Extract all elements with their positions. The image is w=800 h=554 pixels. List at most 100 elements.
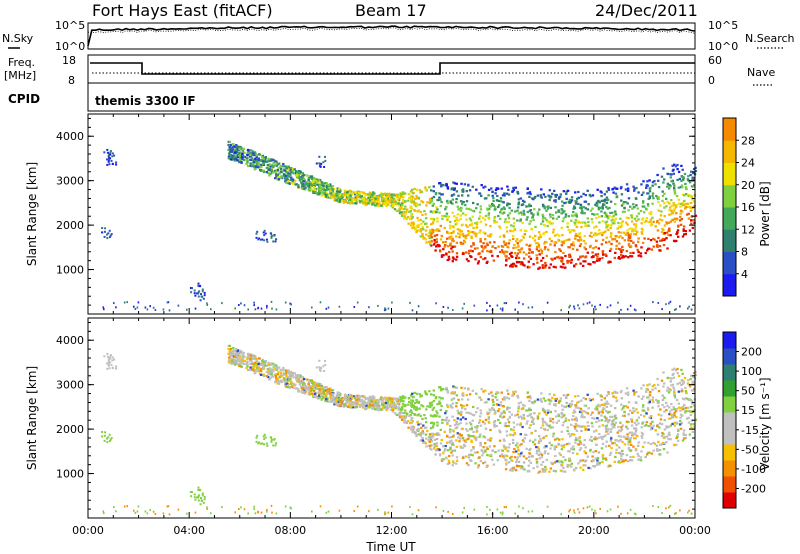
velocity-echo (251, 357, 255, 361)
power-echo (167, 301, 170, 304)
power-echo (374, 197, 377, 200)
velocity-echo (589, 467, 592, 470)
velocity-echo (430, 444, 433, 447)
power-echo (634, 226, 638, 229)
power-echo (505, 221, 508, 224)
velocity-echo (341, 397, 344, 400)
power-echo (104, 227, 107, 230)
velocity-echo (670, 384, 673, 387)
velocity-echo (471, 454, 474, 457)
velocity-echo (283, 369, 286, 372)
power-echo (437, 228, 440, 231)
power-echo (588, 301, 591, 304)
power-colorbar-swatch (723, 162, 736, 186)
power-echo (442, 306, 445, 308)
power-echo (600, 195, 603, 198)
velocity-echo (498, 421, 502, 424)
power-echo (630, 255, 634, 258)
velocity-echo (460, 404, 463, 407)
power-echo (489, 304, 491, 307)
power-echo (572, 207, 575, 210)
velocity-echo (516, 413, 519, 416)
power-colorbar-tick-label: 16 (741, 201, 755, 214)
power-echo (529, 193, 532, 196)
power-ytick-label: 1000 (56, 264, 84, 277)
velocity-echo (428, 436, 431, 439)
power-echo (623, 207, 626, 210)
power-echo (229, 158, 233, 161)
velocity-echo (451, 449, 454, 452)
power-echo (690, 185, 694, 188)
velocity-echo (318, 383, 322, 386)
velocity-echo (379, 408, 383, 411)
velocity-echo (621, 458, 625, 462)
velocity-echo (523, 417, 526, 420)
power-echo (353, 306, 356, 308)
power-echo (545, 241, 548, 244)
power-echo (413, 202, 417, 205)
power-echo (323, 182, 327, 185)
velocity-echo (634, 430, 638, 433)
power-echo (247, 152, 250, 155)
velocity-echo (275, 379, 279, 382)
power-echo (627, 217, 630, 220)
power-echo (296, 170, 299, 173)
velocity-echo (596, 461, 599, 465)
velocity-echo (661, 403, 664, 406)
power-echo (648, 179, 651, 182)
power-echo (631, 230, 634, 233)
velocity-echo (470, 439, 473, 442)
power-echo (327, 188, 330, 191)
power-echo (485, 261, 488, 264)
power-echo (627, 234, 630, 237)
power-echo (281, 165, 285, 168)
power-echo (681, 186, 684, 189)
power-echo (349, 198, 352, 201)
velocity-echo (568, 457, 572, 460)
power-echo (344, 201, 347, 204)
power-echo (433, 229, 436, 232)
power-echo (454, 223, 457, 226)
velocity-echo (445, 388, 448, 391)
velocity-echo (285, 375, 288, 378)
power-echo (490, 187, 493, 190)
velocity-echo (495, 403, 499, 406)
power-echo (516, 190, 519, 193)
power-ylabel: Slant Range [km] (25, 162, 39, 266)
power-echo (542, 216, 545, 220)
velocity-echo (474, 439, 478, 442)
velocity-echo (507, 397, 511, 400)
velocity-echo (598, 425, 601, 428)
velocity-echo (651, 388, 654, 391)
velocity-echo (608, 444, 611, 447)
power-echo (350, 201, 353, 204)
power-echo (632, 185, 635, 188)
power-echo (497, 245, 500, 248)
power-echo (391, 206, 394, 209)
velocity-echo (409, 422, 412, 425)
power-echo (692, 179, 695, 182)
power-echo (432, 243, 436, 246)
power-echo (489, 235, 492, 238)
power-echo (680, 202, 683, 205)
power-echo (285, 178, 288, 181)
power-echo (388, 199, 391, 202)
velocity-echo (452, 391, 455, 394)
velocity-echo (605, 400, 609, 403)
power-echo (307, 179, 310, 182)
power-echo (568, 255, 571, 258)
power-echo (408, 210, 411, 213)
power-echo (270, 300, 273, 303)
power-echo (543, 207, 546, 210)
power-echo (619, 217, 622, 220)
velocity-echo (410, 404, 414, 407)
power-echo (496, 304, 499, 307)
power-echo (331, 196, 334, 199)
velocity-echo (467, 411, 471, 414)
power-echo (541, 220, 545, 223)
power-echo (584, 194, 587, 197)
velocity-echo (601, 424, 604, 427)
velocity-echo (629, 409, 632, 412)
velocity-echo (543, 411, 546, 414)
velocity-echo (594, 438, 597, 441)
